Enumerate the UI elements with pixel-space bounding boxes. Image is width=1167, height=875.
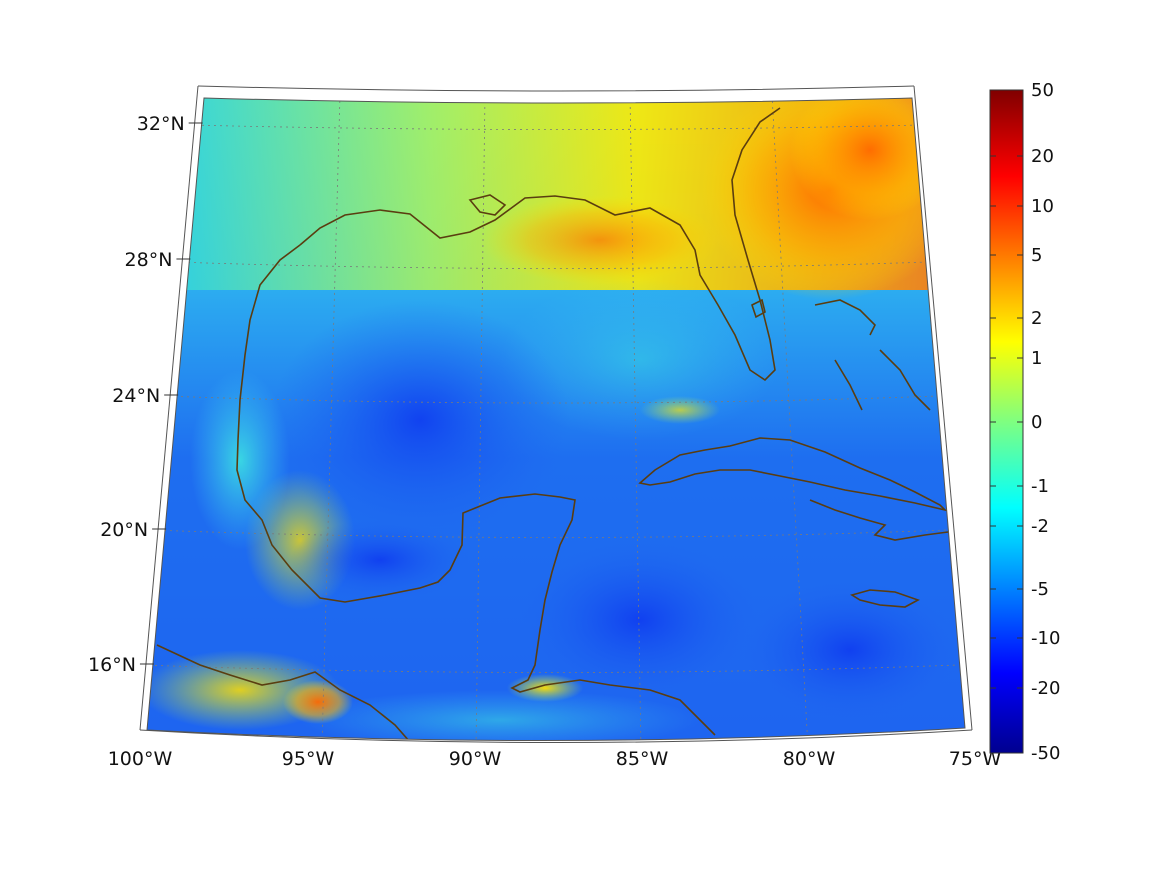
colorbar-tick-label: -5 bbox=[1031, 579, 1049, 600]
lon-tick-label: 80°W bbox=[783, 748, 836, 770]
colorbar-tick-label: 2 bbox=[1031, 308, 1042, 329]
hispaniola bbox=[809, 499, 949, 541]
colorbar-tick-label: 1 bbox=[1031, 348, 1042, 369]
lon-tick-label: 90°W bbox=[449, 748, 502, 770]
colorbar-tick-label: 0 bbox=[1031, 412, 1042, 433]
map-frame bbox=[139, 85, 973, 743]
coastlines bbox=[156, 107, 949, 741]
colorbar-tick-label: 20 bbox=[1031, 146, 1054, 167]
texas-mexico-coast bbox=[236, 244, 716, 736]
colorbar-tick-label: 50 bbox=[1031, 80, 1054, 101]
colorbar-tick-label: 10 bbox=[1031, 196, 1054, 217]
central-america-pacific bbox=[156, 644, 411, 741]
colorbar-tick-label: -10 bbox=[1031, 628, 1060, 649]
colorbar-tick-label: 5 bbox=[1031, 245, 1042, 266]
lat-tick-label: 16°N bbox=[88, 654, 136, 676]
colorbar-tick-label: -20 bbox=[1031, 678, 1060, 699]
graticule bbox=[147, 98, 959, 741]
lon-tick-label: 95°W bbox=[282, 748, 335, 770]
longitude-labels: 100°W 95°W 90°W 85°W 80°W 75°W bbox=[108, 748, 1002, 770]
lake-okeechobee bbox=[751, 298, 766, 319]
lat-tick-label: 24°N bbox=[112, 385, 160, 407]
colorbar-tick-label: -2 bbox=[1031, 516, 1049, 537]
lon-tick-label: 100°W bbox=[108, 748, 173, 770]
colorbar-tick-label: -1 bbox=[1031, 476, 1049, 497]
colorbar-tick-label: -50 bbox=[1031, 743, 1060, 764]
lat-tick-label: 32°N bbox=[137, 113, 185, 135]
lat-tick-label: 20°N bbox=[100, 519, 148, 541]
latitude-labels: 32°N 28°N 24°N 20°N 16°N bbox=[88, 113, 203, 676]
cuba bbox=[638, 437, 948, 512]
mississippi-delta bbox=[468, 194, 507, 216]
lon-tick-label: 75°W bbox=[949, 748, 1002, 770]
map-field bbox=[147, 98, 965, 741]
lon-tick-label: 85°W bbox=[616, 748, 669, 770]
gulf-coast-west bbox=[299, 107, 781, 382]
bahamas bbox=[814, 299, 931, 411]
jamaica bbox=[850, 589, 920, 608]
lat-tick-label: 28°N bbox=[125, 249, 173, 271]
